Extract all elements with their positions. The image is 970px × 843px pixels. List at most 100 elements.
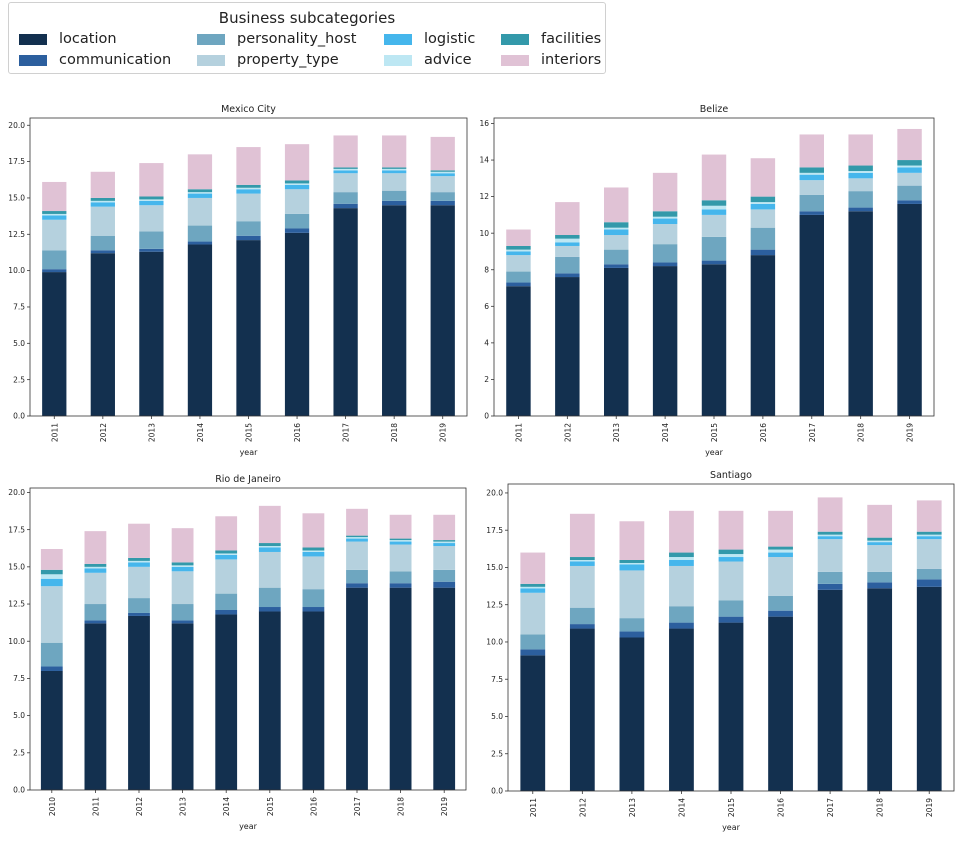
bar-segment-location — [848, 211, 873, 416]
bar-segment-advice — [768, 549, 793, 553]
bar-segment-location — [768, 616, 793, 791]
bar-segment-location — [817, 589, 843, 791]
bar-segment-logistic — [389, 541, 412, 545]
bar-segment-logistic — [604, 229, 629, 236]
bar-segment-facilities — [701, 200, 727, 206]
bar-segment-logistic — [569, 561, 595, 566]
legend-item-personality-host: personality_host — [197, 31, 356, 47]
bar-segment-personality-host — [817, 571, 843, 584]
bar-segment-property-type — [619, 570, 645, 619]
bar-segment-facilities — [817, 531, 843, 535]
bar-segment-communication — [389, 583, 412, 588]
bar-segment-logistic — [669, 560, 694, 566]
bar-segment-communication — [236, 235, 261, 241]
bar-segment-communication — [506, 282, 531, 287]
bar-segment-communication — [187, 241, 213, 245]
bar-segment-property-type — [382, 173, 407, 191]
y-tick-label: 10.0 — [486, 638, 503, 647]
bar-segment-facilities — [333, 167, 358, 169]
bar-segment-location — [799, 214, 824, 416]
bar-segment-communication — [520, 649, 546, 656]
x-axis-label: year — [240, 448, 259, 457]
bar-segment-communication — [569, 624, 595, 629]
legend-swatch — [501, 33, 529, 45]
bar-segment-interiors — [701, 154, 727, 201]
legend-swatch — [197, 33, 225, 45]
bar-segment-logistic — [916, 536, 942, 540]
bar-segment-logistic — [258, 547, 281, 552]
bar-segment-property-type — [848, 178, 873, 192]
bar-segment-communication — [139, 248, 164, 252]
bar-segment-facilities — [652, 211, 678, 217]
bar-segment-facilities — [171, 562, 194, 566]
x-tick-label: 2016 — [309, 797, 318, 816]
x-tick-label: 2015 — [727, 798, 736, 817]
bar-segment-logistic — [848, 172, 873, 179]
bar-segment-facilities — [302, 547, 325, 551]
bar-segment-interiors — [40, 548, 63, 570]
legend: Business subcategories location communic… — [8, 2, 606, 74]
x-tick-label: 2018 — [397, 797, 406, 816]
bar-segment-interiors — [604, 187, 629, 223]
y-tick-label: 2.5 — [13, 748, 25, 757]
y-tick-label: 7.5 — [13, 674, 25, 683]
bar-segment-communication — [284, 228, 310, 233]
y-tick-label: 7.5 — [13, 303, 25, 312]
x-axis-label: year — [239, 822, 258, 831]
bar-segment-facilities — [619, 560, 645, 563]
legend-item-interiors: interiors — [501, 52, 601, 68]
bar-segment-logistic — [799, 174, 824, 181]
bar-segment-facilities — [520, 583, 546, 587]
bar-segment-interiors — [520, 552, 546, 584]
bar-segment-property-type — [555, 245, 580, 257]
legend-item-advice: advice — [384, 52, 472, 68]
bar-segment-location — [718, 622, 744, 791]
y-tick-label: 16 — [479, 119, 489, 128]
bar-segment-advice — [867, 540, 893, 543]
bar-segment-facilities — [389, 538, 412, 541]
x-tick-label: 2013 — [179, 797, 188, 816]
bar-segment-facilities — [916, 531, 942, 535]
bar-segment-location — [302, 611, 325, 790]
bar-segment-communication — [171, 620, 194, 624]
y-tick-label: 15.0 — [8, 194, 25, 203]
bar-segment-facilities — [90, 197, 115, 201]
bar-segment-communication — [90, 250, 115, 254]
y-tick-label: 17.5 — [8, 525, 25, 534]
x-tick-label: 2017 — [826, 798, 835, 817]
bar-segment-property-type — [90, 206, 115, 236]
x-tick-label: 2014 — [677, 798, 686, 817]
bar-segment-communication — [42, 269, 67, 273]
bar-segment-interiors — [187, 154, 213, 190]
bar-segment-logistic — [867, 542, 893, 546]
bar-segment-logistic — [346, 538, 368, 542]
bar-segment-personality-host — [187, 225, 213, 242]
x-tick-label: 2016 — [777, 798, 786, 817]
bar-segment-property-type — [215, 559, 238, 594]
bar-segment-property-type — [333, 173, 358, 193]
bar-segment-advice — [90, 200, 115, 203]
bar-segment-location — [389, 587, 412, 790]
bar-segment-logistic — [84, 568, 107, 573]
bar-segment-facilities — [236, 184, 261, 188]
legend-swatch — [384, 54, 412, 66]
x-tick-label: 2011 — [91, 797, 100, 816]
bar-segment-property-type — [799, 180, 824, 195]
bar-segment-logistic — [506, 251, 531, 256]
y-tick-label: 17.5 — [486, 526, 503, 535]
bar-segment-interiors — [139, 163, 164, 197]
bar-segment-personality-host — [750, 227, 776, 250]
chart-title: Mexico City — [221, 104, 276, 115]
legend-label: location — [59, 31, 117, 47]
x-axis-label: year — [705, 448, 724, 457]
y-tick-label: 0.0 — [13, 412, 25, 421]
bar-segment-interiors — [652, 172, 678, 212]
bar-segment-advice — [346, 537, 368, 539]
bar-segment-interiors — [433, 514, 456, 541]
bar-segment-advice — [139, 199, 164, 201]
bar-segment-logistic — [333, 170, 358, 174]
bar-segment-advice — [333, 168, 358, 171]
bar-segment-personality-host — [84, 604, 107, 621]
legend-swatch — [384, 33, 412, 45]
